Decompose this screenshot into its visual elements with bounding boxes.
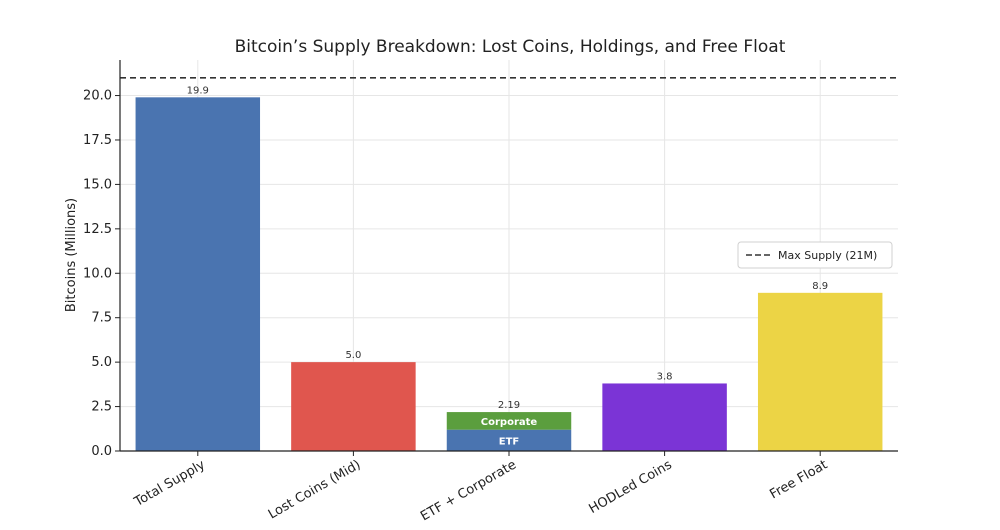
y-tick-label: 2.5	[91, 400, 112, 415]
chart-title: Bitcoin’s Supply Breakdown: Lost Coins, …	[235, 37, 786, 57]
bar-segment-etf	[446, 429, 572, 451]
x-tick-label: ETF + Corporate	[418, 457, 519, 524]
axes	[115, 60, 898, 456]
bar	[135, 97, 261, 451]
bars	[135, 97, 883, 451]
bar-value-label: 2.19	[498, 400, 520, 411]
bar	[602, 383, 727, 451]
bar-value-label: 5.0	[345, 350, 361, 361]
y-tick-label: 20.0	[83, 89, 112, 104]
y-axis-label: Bitcoins (Millions)	[64, 198, 79, 312]
segment-label: ETF	[499, 436, 519, 447]
y-tick-label: 17.5	[83, 133, 112, 148]
y-tick-label: 7.5	[91, 311, 112, 326]
bar-segment-corporate	[446, 412, 572, 430]
y-tick-label: 15.0	[83, 177, 112, 192]
bar-value-label: 8.9	[812, 281, 828, 292]
segment-label: Corporate	[481, 417, 538, 428]
x-tick-label: Total Supply	[131, 457, 208, 510]
bar-value-label: 19.9	[187, 85, 209, 96]
bar	[757, 292, 883, 451]
bar-value-label: 3.8	[657, 371, 673, 382]
x-tick-label: Lost Coins (Mid)	[266, 457, 364, 522]
x-tick-label: Free Float	[767, 457, 830, 502]
y-tick-label: 12.5	[83, 222, 112, 237]
y-tick-label: 5.0	[91, 355, 112, 370]
x-tick-label: HODLed Coins	[586, 457, 674, 517]
bar	[291, 362, 416, 451]
legend-box	[737, 241, 893, 269]
legend: Max Supply (21M)	[737, 241, 893, 269]
legend-label: Max Supply (21M)	[778, 249, 877, 262]
y-tick-label: 0.0	[91, 444, 112, 459]
y-tick-label: 10.0	[83, 266, 112, 281]
